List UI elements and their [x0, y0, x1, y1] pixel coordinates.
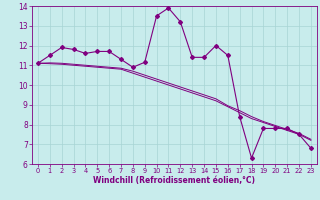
X-axis label: Windchill (Refroidissement éolien,°C): Windchill (Refroidissement éolien,°C)	[93, 176, 255, 185]
